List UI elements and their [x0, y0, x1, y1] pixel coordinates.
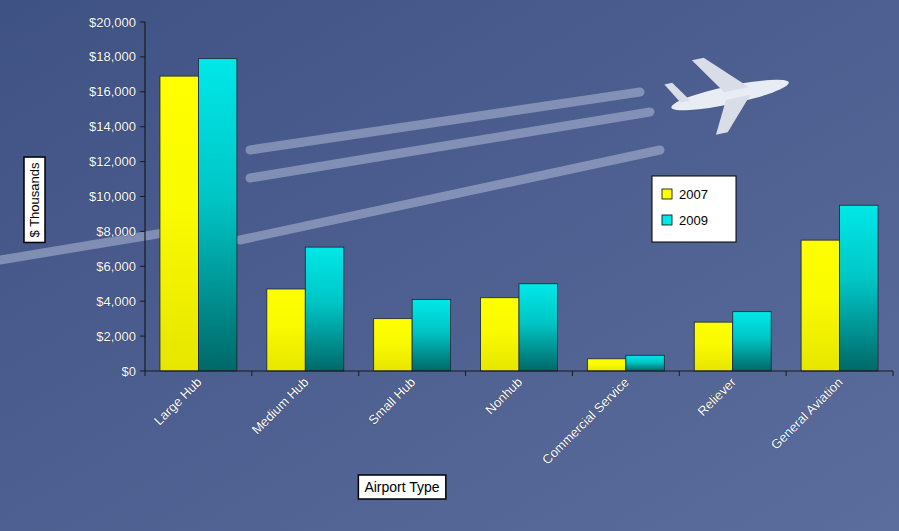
y-axis-title-box	[24, 157, 45, 242]
y-tick	[140, 371, 145, 372]
y-axis	[144, 22, 145, 371]
y-tick	[140, 91, 145, 92]
y-tick-label: $4,000	[96, 294, 136, 309]
x-tick-divider	[786, 371, 787, 376]
x-tick-label: Small Hub	[365, 375, 418, 428]
wing	[692, 50, 749, 98]
x-tick-label: Nonhub	[482, 375, 525, 418]
legend-swatch	[662, 215, 672, 225]
bar	[305, 247, 343, 371]
bar	[412, 299, 450, 371]
x-axis	[145, 370, 893, 371]
x-tick-divider	[251, 371, 252, 376]
legend-box	[652, 176, 736, 242]
x-tick-divider	[145, 371, 146, 376]
y-tick-label: $0	[122, 364, 136, 379]
legend-label: 2009	[679, 213, 708, 228]
chart: $0 $2,000 $4,000 $6,000 $8,000 $10,000 $12,000…	[0, 0, 899, 531]
bar	[519, 284, 557, 371]
y-tick-label: $6,000	[96, 259, 136, 274]
x-tick-divider	[893, 371, 894, 376]
y-tick	[140, 161, 145, 162]
y-tick-label: $10,000	[89, 189, 136, 204]
x-tick-divider	[679, 371, 680, 376]
x-tick-divider	[572, 371, 573, 376]
legend: 2007 2009	[652, 176, 736, 242]
bar	[374, 319, 412, 371]
y-tick-label: $18,000	[89, 49, 136, 64]
y-tick-label: $16,000	[89, 84, 136, 99]
y-tick	[140, 56, 145, 57]
x-tick-divider	[358, 371, 359, 376]
bar	[733, 312, 771, 371]
y-tick-label: $8,000	[96, 224, 136, 239]
x-axis-title-box	[358, 475, 445, 499]
y-tick-label: $20,000	[89, 15, 136, 30]
y-tick	[140, 22, 145, 23]
y-tick	[140, 231, 145, 232]
bar	[801, 240, 839, 371]
x-tick-label: Reliever	[695, 374, 740, 419]
background	[0, 0, 899, 531]
x-tick-label: Commercial Service	[539, 375, 632, 468]
x-axis-title: Airport Type	[364, 479, 439, 495]
bar	[198, 59, 236, 371]
y-tick	[140, 301, 145, 302]
bar	[481, 298, 519, 371]
bar	[160, 76, 198, 371]
x-tick-label: Medium Hub	[249, 375, 312, 438]
y-tick	[140, 126, 145, 127]
bar	[267, 289, 305, 371]
y-tick-label: $2,000	[96, 329, 136, 344]
bar	[626, 355, 664, 371]
legend-swatch	[662, 189, 672, 199]
y-tick-label: $14,000	[89, 119, 136, 134]
x-tick-label: General Aviation	[768, 375, 846, 453]
y-axis-title-group: $ Thousands	[24, 157, 45, 242]
y-tick-label: $12,000	[89, 154, 136, 169]
y-axis-title: $ Thousands	[27, 162, 42, 237]
x-tick-divider	[465, 371, 466, 376]
wing	[709, 95, 757, 135]
legend-label: 2007	[679, 187, 708, 202]
contrail	[240, 150, 660, 240]
bar	[587, 359, 625, 371]
y-tick	[140, 196, 145, 197]
y-tick	[140, 266, 145, 267]
x-tick-label: Large Hub	[151, 375, 205, 429]
tail	[664, 80, 690, 105]
airplane	[661, 41, 797, 143]
bar	[840, 205, 878, 371]
y-tick	[140, 336, 145, 337]
bar	[694, 322, 732, 371]
